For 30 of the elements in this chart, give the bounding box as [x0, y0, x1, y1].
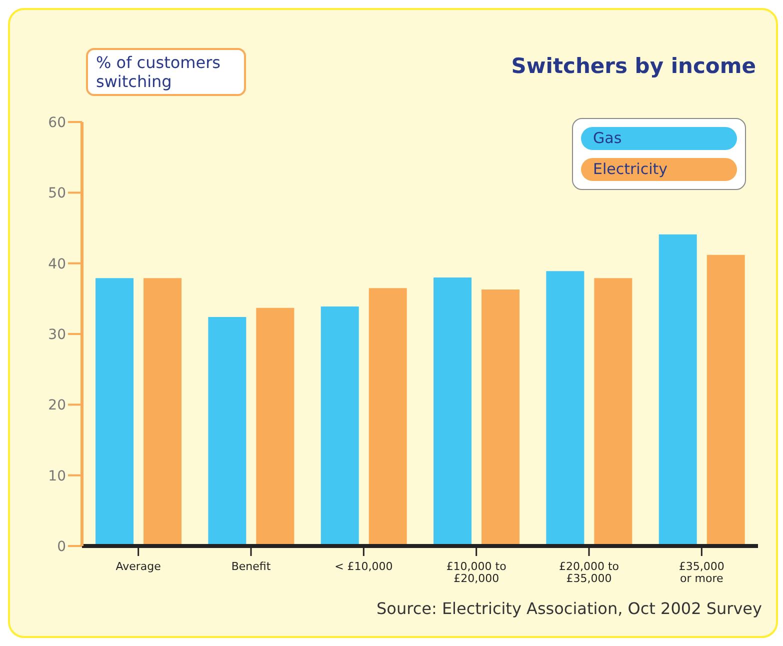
bar [208, 317, 246, 546]
x-tick-label: < £10,000 [334, 560, 393, 573]
bar [320, 306, 359, 546]
bar [144, 278, 182, 546]
bar [594, 278, 632, 546]
x-tick-label: Average [116, 560, 162, 573]
x-tick-label: Benefit [231, 560, 272, 573]
legend-pill: Gas [581, 127, 737, 150]
bar [96, 278, 134, 546]
y-tick-label: 0 [57, 538, 66, 555]
chart-title: Switchers by income [511, 54, 756, 78]
bar [658, 234, 697, 546]
bar [434, 277, 472, 546]
bar [368, 288, 407, 546]
y-tick-label: 40 [48, 256, 66, 272]
y-tick-label: 50 [48, 186, 66, 202]
bar [546, 271, 584, 546]
y-axis-title: % of customers switching [86, 48, 246, 96]
bar [482, 289, 520, 546]
x-tick-label: £10,000 to £20,000 [446, 560, 507, 585]
y-tick-label: 20 [48, 398, 66, 414]
legend-pill: Electricity [581, 158, 737, 181]
y-tick-label: 10 [48, 468, 66, 484]
x-tick-label: £20,000 to £35,000 [558, 560, 620, 585]
bar [256, 308, 294, 546]
y-tick-label: 60 [48, 114, 66, 131]
bar [706, 254, 745, 546]
source-note: Source: Electricity Association, Oct 2002 Survey [376, 599, 762, 618]
x-tick-label: £35,000 or more [678, 560, 724, 585]
y-tick-label: 30 [48, 326, 66, 343]
